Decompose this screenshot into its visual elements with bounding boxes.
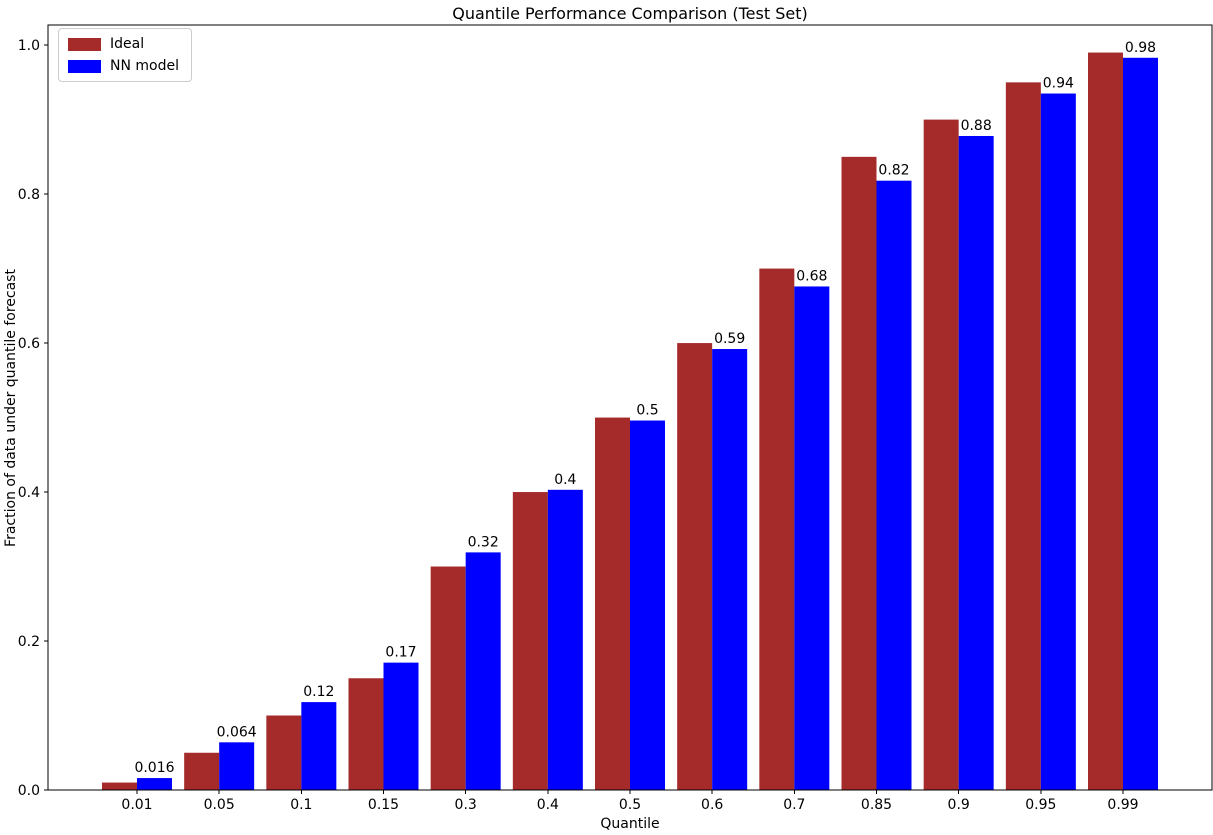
bar-value-label: 0.32 bbox=[468, 534, 499, 550]
bar-ideal bbox=[102, 782, 137, 790]
bar-value-label: 0.17 bbox=[385, 645, 416, 661]
legend-swatch-nn-model-icon bbox=[68, 59, 101, 73]
bar-nn-model bbox=[712, 349, 748, 790]
bar-ideal bbox=[841, 156, 877, 790]
y-tick-label: 0.0 bbox=[18, 783, 40, 799]
bar-value-label: 0.12 bbox=[303, 684, 334, 700]
bar-nn-model bbox=[794, 286, 830, 790]
y-tick-label: 0.8 bbox=[18, 187, 40, 203]
x-tick-label: 0.5 bbox=[619, 797, 641, 813]
bar-value-label: 0.98 bbox=[1125, 40, 1156, 56]
x-tick-label: 0.9 bbox=[948, 797, 970, 813]
x-axis-label: Quantile bbox=[600, 816, 660, 832]
legend-label-nn-model: NN model bbox=[110, 58, 179, 74]
plot-border bbox=[47, 24, 1213, 791]
bar-nn-model bbox=[630, 420, 665, 790]
y-tick-label: 0.2 bbox=[18, 634, 40, 650]
legend-label-ideal: Ideal bbox=[110, 36, 145, 52]
bar-value-label: 0.88 bbox=[961, 118, 992, 134]
bar-nn-model bbox=[958, 135, 994, 791]
bar-nn-model bbox=[1123, 57, 1158, 790]
bar-value-label: 0.59 bbox=[714, 331, 745, 347]
bar-nn-model bbox=[547, 489, 583, 790]
x-tick-label: 0.85 bbox=[861, 797, 892, 813]
bar-ideal bbox=[512, 492, 548, 790]
bar-nn-model bbox=[219, 742, 255, 790]
x-tick-label: 0.4 bbox=[537, 797, 559, 813]
x-tick-label: 0.05 bbox=[204, 797, 235, 813]
bar-nn-model bbox=[876, 180, 912, 791]
x-tick-label: 0.01 bbox=[121, 797, 152, 813]
bar-value-label: 0.68 bbox=[796, 268, 827, 284]
bar-ideal bbox=[348, 678, 384, 790]
bar-ideal bbox=[759, 268, 795, 790]
chart-title: Quantile Performance Comparison (Test Se… bbox=[452, 4, 808, 23]
bar-value-label: 0.82 bbox=[878, 163, 909, 179]
bar-value-label: 0.5 bbox=[636, 403, 658, 419]
y-axis-label: Fraction of data under quantile forecast bbox=[3, 269, 19, 547]
bar-nn-model bbox=[301, 702, 337, 790]
x-tick-label: 0.95 bbox=[1025, 797, 1056, 813]
bar-ideal bbox=[923, 119, 959, 791]
legend: Ideal NN model bbox=[58, 28, 192, 82]
y-tick-label: 0.6 bbox=[18, 336, 40, 352]
bar-nn-model bbox=[137, 778, 172, 790]
legend-item-ideal: Ideal bbox=[68, 36, 179, 52]
legend-item-nn-model: NN model bbox=[68, 58, 179, 74]
bar-ideal bbox=[1005, 82, 1041, 790]
bar-ideal bbox=[184, 752, 220, 790]
y-tick-label: 1.0 bbox=[18, 38, 40, 54]
bar-ideal bbox=[677, 343, 713, 790]
x-tick-label: 0.7 bbox=[783, 797, 805, 813]
x-tick-label: 0.99 bbox=[1107, 797, 1138, 813]
bar-value-label: 0.016 bbox=[134, 760, 174, 776]
legend-swatch-ideal-icon bbox=[68, 37, 101, 51]
bar-nn-model bbox=[1040, 93, 1076, 790]
bar-nn-model bbox=[383, 662, 419, 790]
bar-ideal bbox=[595, 417, 630, 790]
y-tick-label: 0.4 bbox=[18, 485, 40, 501]
bar-value-label: 0.94 bbox=[1043, 76, 1074, 92]
bar-ideal bbox=[1088, 52, 1123, 791]
bar-nn-model bbox=[465, 552, 501, 790]
x-tick-label: 0.15 bbox=[368, 797, 399, 813]
bar-ideal bbox=[430, 566, 466, 790]
bar-ideal bbox=[266, 715, 302, 790]
x-tick-label: 0.3 bbox=[455, 797, 477, 813]
x-tick-label: 0.1 bbox=[290, 797, 312, 813]
bar-value-label: 0.064 bbox=[217, 724, 257, 740]
bar-value-label: 0.4 bbox=[554, 472, 576, 488]
x-tick-label: 0.6 bbox=[701, 797, 723, 813]
